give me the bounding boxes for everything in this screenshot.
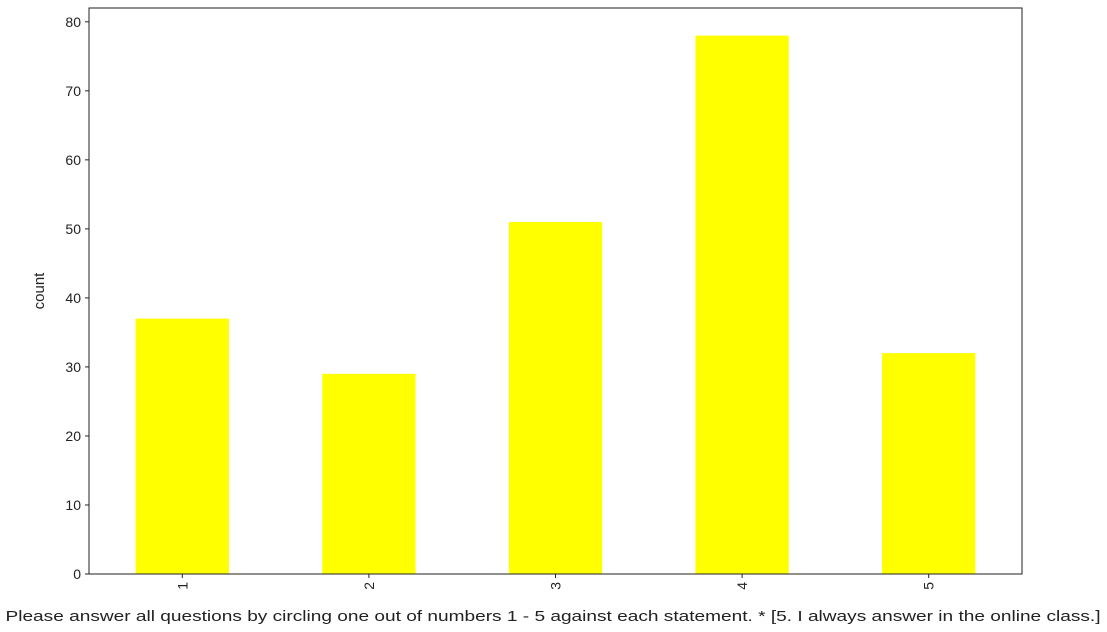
bar-5 <box>882 353 976 574</box>
y-tick-label: 30 <box>65 359 81 375</box>
y-tick-label: 20 <box>65 428 81 444</box>
x-axis: 1 2 3 4 5 <box>174 574 937 590</box>
bars-group <box>135 35 976 575</box>
y-axis-label: count <box>31 272 48 310</box>
x-axis-label: Please answer all questions by circling … <box>6 608 1101 625</box>
x-tick-label: 4 <box>734 582 750 590</box>
bar-4 <box>695 35 789 575</box>
y-tick-label: 0 <box>73 566 81 582</box>
y-tick-label: 50 <box>65 221 81 237</box>
bar-2 <box>322 373 416 574</box>
y-tick-label: 60 <box>65 152 81 168</box>
y-tick-label: 80 <box>65 14 81 30</box>
y-axis: 0 10 20 30 40 50 60 70 80 <box>65 14 89 582</box>
y-tick-label: 70 <box>65 83 81 99</box>
bar-1 <box>135 318 229 574</box>
x-tick-label: 2 <box>361 582 377 590</box>
x-tick-label: 5 <box>921 582 937 590</box>
x-tick-label: 3 <box>548 582 564 590</box>
x-tick-label: 1 <box>174 582 190 590</box>
bar-3 <box>508 221 603 574</box>
plot-frame <box>88 7 1023 575</box>
y-tick-label: 10 <box>65 497 81 513</box>
y-tick-label: 40 <box>65 290 81 306</box>
